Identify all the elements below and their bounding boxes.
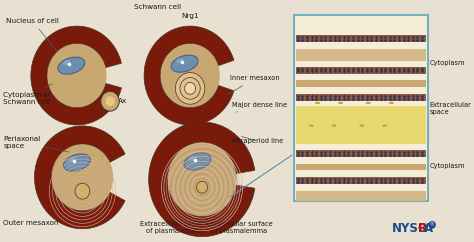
Text: Cytoplasm: Cytoplasm bbox=[429, 60, 465, 66]
Text: Extracellular surface
of plasmalemma: Extracellular surface of plasmalemma bbox=[140, 221, 209, 234]
Bar bbox=[296, 191, 426, 201]
Ellipse shape bbox=[63, 60, 70, 65]
Text: Ax: Ax bbox=[118, 98, 128, 104]
Bar bbox=[296, 49, 426, 61]
Circle shape bbox=[180, 77, 200, 99]
Ellipse shape bbox=[171, 55, 198, 72]
Text: Schwann cell: Schwann cell bbox=[134, 4, 182, 10]
Bar bbox=[296, 150, 426, 157]
Bar bbox=[296, 35, 426, 42]
Ellipse shape bbox=[176, 58, 183, 63]
FancyBboxPatch shape bbox=[294, 15, 428, 201]
Bar bbox=[296, 94, 426, 101]
Ellipse shape bbox=[64, 154, 91, 171]
Circle shape bbox=[101, 91, 119, 111]
Circle shape bbox=[184, 83, 196, 94]
Text: R: R bbox=[418, 222, 427, 235]
Bar bbox=[296, 164, 426, 170]
Circle shape bbox=[428, 221, 436, 229]
Polygon shape bbox=[149, 122, 255, 237]
Ellipse shape bbox=[189, 156, 196, 161]
Ellipse shape bbox=[58, 57, 85, 74]
Ellipse shape bbox=[69, 157, 76, 162]
Text: Outer mesaxon: Outer mesaxon bbox=[3, 217, 59, 226]
Circle shape bbox=[48, 44, 106, 107]
Text: Extracellular
space: Extracellular space bbox=[429, 102, 471, 115]
Text: NYSO: NYSO bbox=[392, 222, 428, 235]
Polygon shape bbox=[144, 26, 234, 125]
Text: A: A bbox=[424, 222, 433, 235]
Text: P0: P0 bbox=[333, 18, 341, 24]
Circle shape bbox=[197, 181, 208, 193]
Text: Periaxonal
space: Periaxonal space bbox=[3, 136, 69, 152]
Bar bbox=[296, 67, 426, 74]
Polygon shape bbox=[35, 126, 125, 229]
Ellipse shape bbox=[184, 153, 211, 170]
Circle shape bbox=[161, 44, 219, 107]
Bar bbox=[296, 106, 426, 144]
Text: Inner mesaxon: Inner mesaxon bbox=[228, 76, 279, 95]
Text: Intraperiod line: Intraperiod line bbox=[231, 136, 283, 144]
Circle shape bbox=[52, 145, 113, 210]
Text: Cytoplasm: Cytoplasm bbox=[429, 163, 465, 169]
Circle shape bbox=[105, 96, 115, 106]
Text: PMP22: PMP22 bbox=[349, 18, 372, 24]
Polygon shape bbox=[31, 26, 121, 125]
Text: Nrg1: Nrg1 bbox=[181, 13, 199, 19]
Text: MBP: MBP bbox=[310, 18, 325, 24]
Text: Major dense line: Major dense line bbox=[231, 102, 287, 112]
Circle shape bbox=[75, 183, 90, 199]
Bar bbox=[296, 177, 426, 184]
Text: ®: ® bbox=[430, 222, 435, 227]
Text: Nucleus of cell: Nucleus of cell bbox=[6, 18, 59, 51]
Text: Cytoplasm of
Schwann cell: Cytoplasm of Schwann cell bbox=[3, 84, 53, 105]
Circle shape bbox=[175, 73, 205, 104]
Text: Intracellular surface
of plasmalemma: Intracellular surface of plasmalemma bbox=[206, 221, 272, 234]
Circle shape bbox=[168, 143, 236, 216]
Bar bbox=[296, 81, 426, 87]
